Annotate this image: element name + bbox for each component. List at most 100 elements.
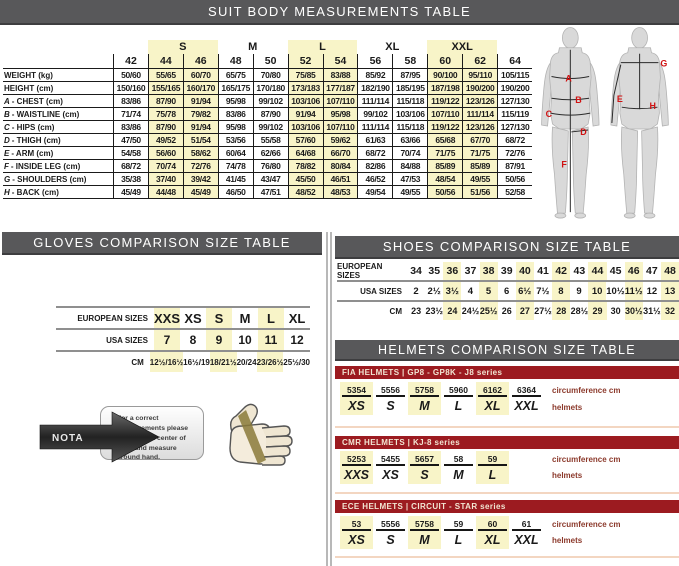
suit-value-cell: 187/198 [427,82,463,94]
suit-value-cell: 91/94 [287,108,323,120]
figure-letters: A B C D F G E H [546,59,668,170]
suit-value-cell: 37/40 [147,173,183,185]
figure-letter-C: C [546,109,553,119]
size-cell: M [239,310,251,326]
gloves-size-table: EUROPEAN SIZES XXS XS S M L XL USA SIZES 7 8 9 10 11… [56,306,310,372]
suit-value-cell: 85/92 [357,69,392,81]
suit-measurements-table: S M L XL XXL 42 44 46 48 50 52 54 56 58 60 62 64 WEIGHT… [3,40,532,199]
suit-table-row: H - BACK (cm) 45/49 44/48 45/49 46/50 47/51 48… [3,185,532,199]
suit-value-cell: 160/170 [182,82,218,94]
suit-value-cell: 78/82 [287,160,323,172]
suit-value-cell: 47/53 [392,173,427,185]
suit-letter-band: S [147,40,218,54]
suit-value-cell: 127/130 [497,121,532,133]
suit-row-label: E - ARM (cm) [3,147,113,159]
suit-value-cell: 68/72 [357,147,392,159]
circumference-label-2: circumference cm [552,520,621,529]
size-cell: 37 [464,265,477,277]
gloves-size-table-row: EUROPEAN SIZES XXS XS S M L XL [56,306,310,330]
helmet-size-letter: L [454,533,463,547]
circumference-value: 54 [356,385,366,395]
suit-size-number: 50 [252,54,288,68]
suit-row-label: F - INSIDE LEG (cm) [3,160,113,172]
suit-value-cell: 79/82 [182,108,218,120]
suit-value-cell: 56/60 [147,147,183,159]
size-cell: 13 [660,282,679,300]
helmet-size-group: 55 56 S [374,382,407,415]
circumference-value: 58 [424,385,434,395]
helmet-size-letter: XS [382,468,399,482]
nota-arrow: NOTA [39,411,160,463]
helmet-circumference-values: 53 [342,516,371,531]
circumference-value: 63 [517,385,527,395]
suit-value-cell: 61/63 [357,134,392,146]
suit-value-cell: 95/110 [462,69,498,81]
size-cell: 16½/19 [183,357,210,367]
size-cell: 11½ [624,282,643,300]
measure-letter: H [4,187,10,197]
gloves-size-table-row: USA SIZES 7 8 9 10 11 12 [56,330,310,352]
helmet-groups-2: 53 XS 55 56 S 57 58 M 59 L 60 XL 61 XXL [340,516,544,549]
circumference-value: 56 [415,454,425,464]
suit-row-label: G - SHOULDERS (cm) [3,173,113,185]
suit-value-cell: 35/38 [113,173,148,185]
helmet-size-letter: XL [484,533,501,547]
suit-value-cell: 111/114 [357,95,392,107]
measure-letter: F [4,161,9,171]
suit-value-cell: 46/51 [322,173,358,185]
size-cell: 9 [206,330,232,350]
circumference-value: 57 [415,519,425,529]
suit-value-cell: 72/76 [182,160,218,172]
size-cell: 32 [660,302,679,320]
suit-value-cell: 95/98 [217,95,253,107]
helmet-size-group: 58 M [442,451,475,484]
figure-letter-A: A [565,73,572,83]
helmet-size-letter: XXS [343,468,369,482]
size-cell: 18/21½ [209,352,237,372]
measure-letter: B [4,109,10,119]
suit-value-cell: 74/78 [217,160,253,172]
suit-value-cell: 99/102 [252,121,288,133]
circumference-value: 64 [526,385,536,395]
suit-value-cell: 87/90 [147,121,183,133]
shoes-size-table-row: CM 23 23½ 24 24½ 25½ 26 27 27½ 28 28½ 29 30 30½ 31½ 32 [337,302,679,320]
circumference-value: 54 [381,454,391,464]
size-cell: 6½ [515,282,534,300]
measure-letter: C [4,122,10,132]
helmet-size-letter: XL [484,399,501,413]
suit-value-cell: 48/53 [322,186,358,198]
suit-value-cell: 87/90 [147,95,183,107]
circumference-value: 55 [381,385,391,395]
thumbs-up-illustration [229,403,293,466]
helmet-size-group: 52 53 XXS [340,451,373,484]
size-cell: 41 [537,265,549,277]
figure-letter-D: D [580,127,587,137]
suit-row-label-text: - ARM (cm) [11,148,54,158]
helmet-circumference-values: 59 [478,451,507,466]
size-cell: 5 [479,282,498,300]
ece-helmets-bar: ECE HELMETS | CIRCUIT - STAR series [335,500,679,513]
section-separator [335,556,679,558]
back-figure-silhouette [610,27,669,219]
suit-value-cell: 57/60 [287,134,323,146]
suit-row-label: B - WAISTLINE (cm) [3,108,113,120]
suit-value-cell: 43/47 [252,173,288,185]
suit-table-row: C - HIPS (cm) 83/86 87/90 91/94 95/98 99/102 1… [3,120,532,133]
helmet-size-letter: L [454,399,463,413]
suit-value-cell: 60/64 [217,147,253,159]
helmet-size-group: 56 57 S [408,451,441,484]
helmet-size-letter: L [488,468,497,482]
helmet-groups-0: 53 54 XS 55 56 S 57 58 M 59 60 L 61 62 XL 63 64 XXL [340,382,544,415]
suit-value-cell: 53/56 [217,134,253,146]
helmet-circumference-values: 59 60 [444,382,473,397]
circumference-value: 56 [390,385,400,395]
suit-letter-row: S M L XL XXL [3,40,532,54]
size-cell: 9 [576,285,582,297]
suit-size-number: 60 [427,54,463,68]
suit-value-cell: 72/76 [497,147,532,159]
suit-value-cell: 51/54 [182,134,218,146]
size-cell: 27 [515,302,534,320]
measure-letter: D [4,135,10,145]
suit-value-cell: 107/110 [322,121,358,133]
suit-value-cell: 46/50 [217,186,253,198]
